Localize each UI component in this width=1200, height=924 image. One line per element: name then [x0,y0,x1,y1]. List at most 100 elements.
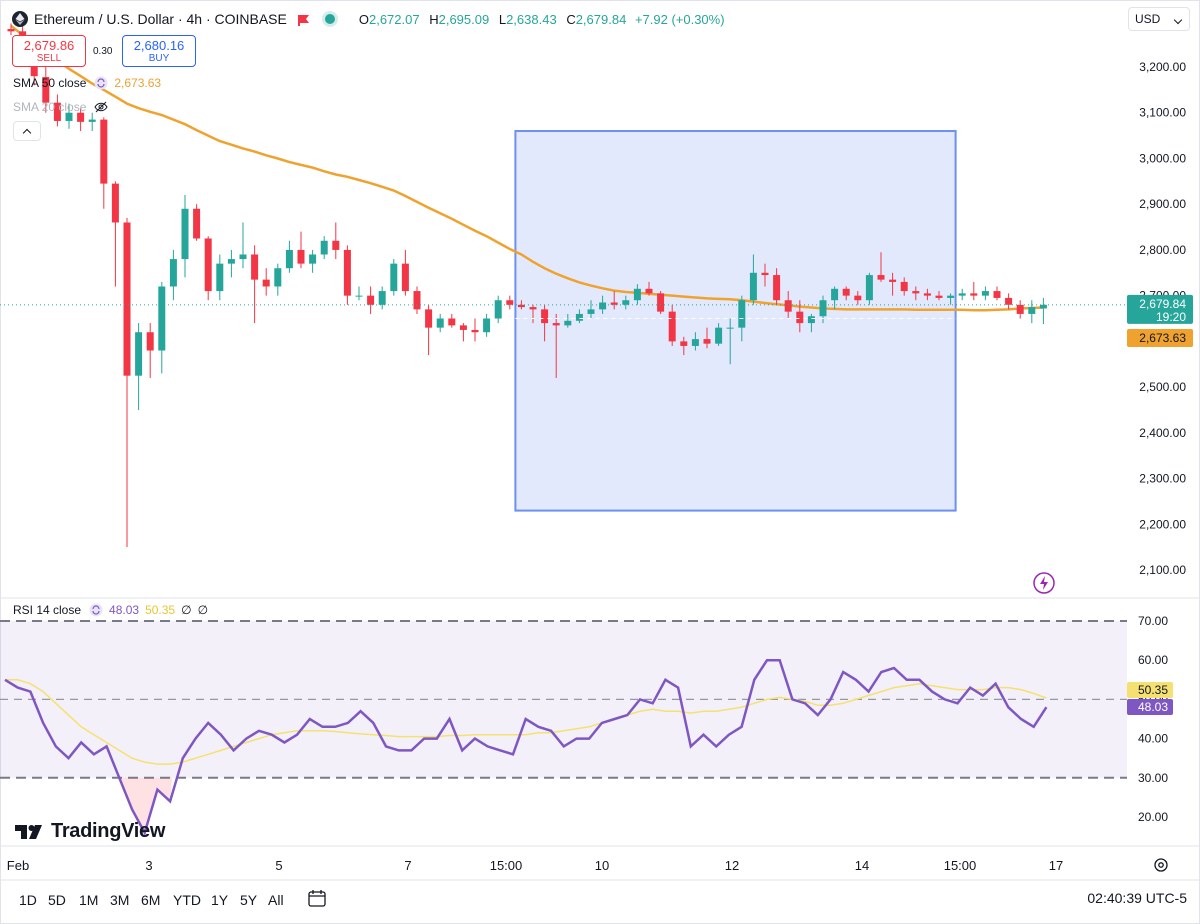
rsi-value: 48.03 [109,603,140,617]
candle-body [935,295,943,298]
currency-select[interactable]: USD [1128,7,1190,31]
sell-button[interactable]: 2,679.86 SELL [12,35,86,67]
high-value: 2,695.09 [438,11,490,27]
candle-body [483,318,491,333]
candle-body [1039,304,1047,309]
price-tick-label: 3,200.00 [1139,60,1186,74]
close-value: 2,679.84 [575,11,627,27]
candle-body [506,300,514,305]
candle-body [970,293,978,296]
sma50-price-tag-value: 2,673.63 [1139,331,1186,345]
data-provider-icon[interactable] [89,603,103,617]
rsi-null-value: ∅ [181,603,192,617]
calendar-icon[interactable] [307,888,327,908]
candle-body [645,288,653,294]
time-range-3m-button[interactable]: 3M [110,892,130,908]
time-range-all-button[interactable]: All [268,892,284,908]
price-tick-label: 2,800.00 [1139,243,1186,257]
rsi-oversold-fill [112,777,173,833]
candle-body [599,302,607,310]
candle-body [123,222,131,376]
candle-body [320,240,328,255]
candle-body [633,288,641,301]
candle-body [1016,304,1024,314]
candle-body [529,307,537,310]
sell-label: SELL [36,53,62,64]
rsi-ma-line [5,679,1047,765]
price-tick-label: 3,100.00 [1139,106,1186,120]
market-status-icon[interactable] [324,14,335,24]
time-range-6m-button[interactable]: 6M [141,892,161,908]
candle-body [947,295,955,298]
spread-value: 0.30 [93,46,113,57]
candle-body [111,183,119,223]
candle-body [100,119,108,184]
last-price-tag [1127,294,1193,324]
candle-body [262,279,270,287]
price-tick-label: 3,000.00 [1139,151,1186,165]
sma20-legend[interactable]: SMA 20 close [13,100,108,114]
price-tick-label: 2,500.00 [1139,380,1186,394]
buy-label: BUY [148,53,170,64]
candle-body [842,288,850,296]
time-range-1d-button[interactable]: 1D [19,892,37,908]
time-range-1y-button[interactable]: 1Y [211,892,229,908]
time-range-5d-button[interactable]: 5D [48,892,66,908]
candle-body [877,275,885,280]
candle-body [471,329,479,333]
candle-body [889,279,897,282]
candle-body [541,309,549,324]
last-price-tag-value: 2,679.84 [1139,297,1186,311]
rsi-legend[interactable]: RSI 14 close 48.03 50.35 ∅ ∅ [13,603,208,617]
time-tick-label: 15:00 [490,858,523,873]
candle-body [425,309,433,328]
settings-icon[interactable] [1152,856,1170,874]
time-range-5y-button[interactable]: 5Y [240,892,258,908]
symbol-title[interactable]: Ethereum / U.S. Dollar · 4h · COINBASE [34,11,287,27]
candle-body [285,249,293,269]
time-tick-label: 7 [404,858,411,873]
candle-body [587,309,595,314]
low-label: L [498,11,507,27]
candle-body [135,332,143,376]
eye-hidden-icon[interactable] [94,100,108,114]
candle-body [854,295,862,301]
flag-icon[interactable] [297,13,311,26]
sma50-line [10,24,1044,312]
collapse-legend-button[interactable] [13,121,41,141]
candle-body [691,339,699,346]
rsi-tag [1127,699,1173,715]
candle-body [494,300,502,319]
sma50-legend[interactable]: SMA 50 close 2,673.63 [13,76,161,90]
clock-timezone[interactable]: 02:40:39 UTC-5 [1087,890,1187,906]
candle-body [239,254,247,260]
buy-button[interactable]: 2,680.16 BUY [122,35,196,67]
tradingview-logo[interactable]: TradingView [15,820,165,843]
rsi-null-value: ∅ [197,603,209,617]
candle-body [680,341,688,346]
price-tick-label: 2,200.00 [1139,517,1186,531]
lightning-icon[interactable] [1031,570,1057,596]
candle-body [1028,307,1036,314]
open-value: 2,672.07 [368,11,420,27]
time-tick-label: 12 [725,858,739,873]
candle-body [958,293,966,296]
candle-body [738,300,746,328]
candle-body [193,208,201,239]
sma50-value: 2,673.63 [114,76,162,90]
candle-body [807,316,815,324]
candle-body [88,119,96,122]
time-range-1m-button[interactable]: 1M [79,892,99,908]
candle-body [912,291,920,294]
price-tick-label: 2,900.00 [1139,197,1186,211]
candle-body [900,281,908,292]
time-tick-label: 17 [1049,858,1063,873]
data-provider-icon[interactable] [94,76,108,90]
candle-body [610,302,618,305]
time-tick-label: 10 [595,858,609,873]
time-range-ytd-button[interactable]: YTD [173,892,201,908]
candle-body [216,263,224,292]
rsi-ma-tag-value: 50.35 [1138,683,1168,697]
candle-body [378,291,386,305]
